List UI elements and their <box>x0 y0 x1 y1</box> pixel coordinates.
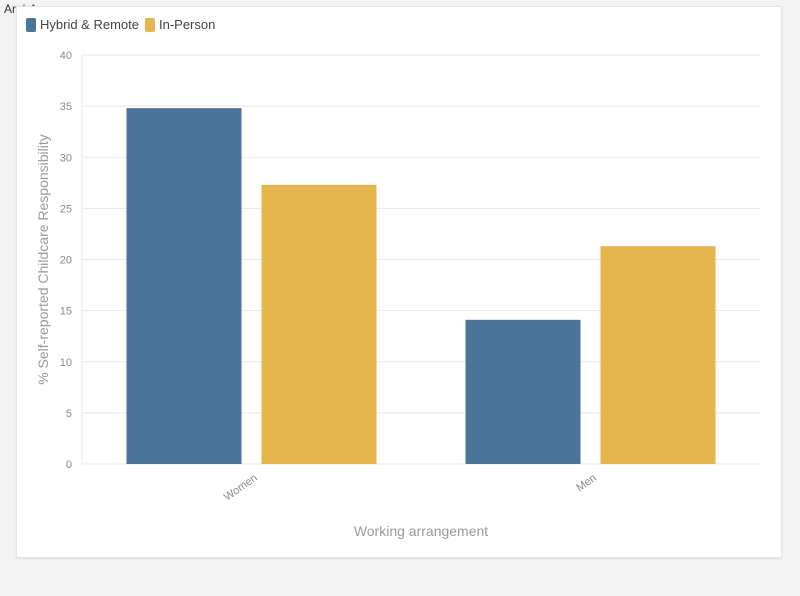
legend-item-inperson[interactable]: In-Person <box>144 17 216 32</box>
y-tick-label: 10 <box>60 357 72 369</box>
x-tick-label-men: Men <box>574 472 598 494</box>
legend-swatch-hybrid <box>26 17 36 32</box>
legend-swatch-inperson <box>144 17 155 32</box>
y-tick-label: 35 <box>60 101 72 113</box>
y-tick-label: 20 <box>60 255 72 267</box>
y-axis-title: % Self-reported Childcare Responsibility <box>35 134 51 385</box>
y-tick-label: 15 <box>60 306 72 318</box>
y-tick-label: 25 <box>60 203 72 215</box>
legend-label-inperson: In-Person <box>158 17 216 32</box>
y-tick-label: 5 <box>66 408 72 420</box>
bar-men-hybrid <box>465 319 581 464</box>
legend-label-hybrid: Hybrid & Remote <box>40 17 139 32</box>
x-axis-title: Working arrangement <box>354 523 488 539</box>
bar-men-inperson <box>600 246 716 464</box>
y-tick-label: 40 <box>60 50 72 62</box>
legend: Hybrid & Remote In-Person <box>26 17 221 32</box>
legend-item-hybrid[interactable]: Hybrid & Remote <box>26 17 139 32</box>
bar-women-inperson <box>261 184 377 465</box>
y-tick-label: 0 <box>66 459 72 471</box>
bar-women-hybrid <box>126 108 242 465</box>
y-tick-label: 30 <box>60 152 72 164</box>
x-tick-label-women: Women <box>222 472 260 503</box>
